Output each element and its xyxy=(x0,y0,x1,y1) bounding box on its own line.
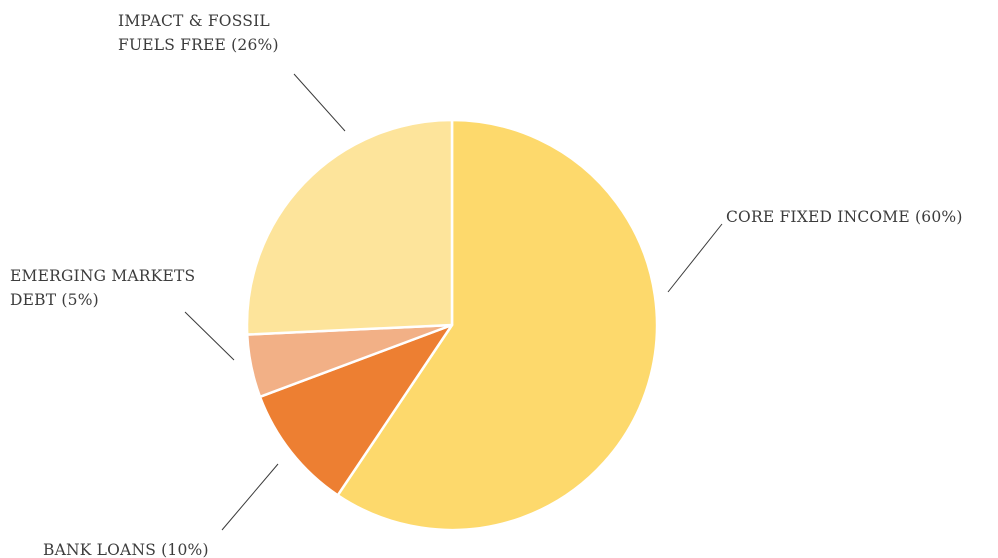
slice-labels: CORE FIXED INCOME (60%) BANK LOANS (10%) E… xyxy=(10,12,963,558)
slice-label-core-fixed-income: CORE FIXED INCOME (60%) xyxy=(726,208,963,226)
leader-line-core-fixed-income xyxy=(667,223,723,293)
slice-label-bank-loans: BANK LOANS (10%) xyxy=(43,541,209,558)
pie-slice-impact-and-fossil-fuels-free xyxy=(245,118,454,336)
pie-slice-core-fixed-income xyxy=(336,118,659,532)
leader-line-bank-loans xyxy=(221,463,279,531)
leader-lines xyxy=(184,73,723,531)
slice-label-emerging-markets-debt: EMERGING MARKETS DEBT (5%) xyxy=(10,267,195,309)
pie-slices xyxy=(245,118,659,532)
pie-slice-bank-loans xyxy=(258,323,454,497)
slice-label-impact-and-fossil-fuels-free: IMPACT & FOSSIL FUELS FREE (26%) xyxy=(118,12,279,54)
leader-line-emerging-markets-debt xyxy=(184,311,235,361)
leader-line-impact-and-fossil-fuels-free xyxy=(293,73,346,132)
